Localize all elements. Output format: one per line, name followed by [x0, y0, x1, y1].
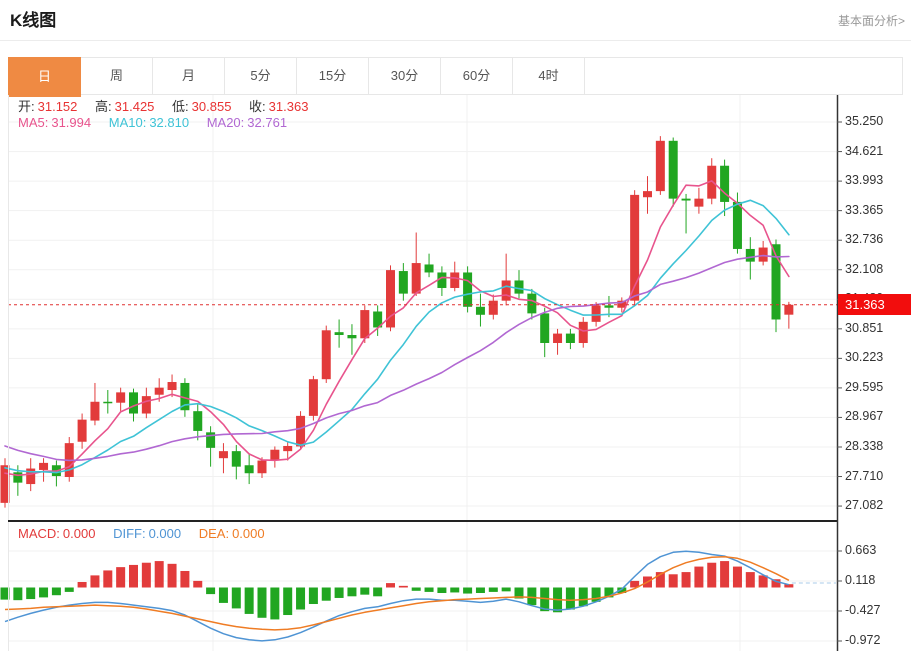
price-axis-label: 34.621 — [845, 143, 884, 158]
price-axis-label: 33.365 — [845, 202, 884, 217]
price-axis-label: 27.082 — [845, 498, 884, 513]
macd-label: MACD: — [18, 526, 60, 541]
header-divider — [0, 40, 911, 41]
low-value: 30.855 — [191, 99, 232, 114]
tab-5min[interactable]: 5分 — [225, 58, 297, 94]
open-label: 开: — [18, 99, 35, 114]
dea-value: 0.000 — [232, 526, 265, 541]
price-axis-label: 27.710 — [845, 468, 884, 483]
ma20-value: 32.761 — [247, 115, 288, 130]
high-value: 31.425 — [114, 99, 155, 114]
kline-chart-surface[interactable] — [0, 95, 911, 651]
macd-axis-label: 0.118 — [845, 573, 876, 587]
tab-30min[interactable]: 30分 — [369, 58, 441, 94]
diff-label: DIFF: — [113, 526, 146, 541]
tab-month[interactable]: 月 — [153, 58, 225, 94]
price-axis-label: 29.595 — [845, 379, 884, 394]
high-label: 高: — [95, 99, 112, 114]
macd-axis-label: 0.663 — [845, 543, 877, 557]
tab-15min[interactable]: 15分 — [297, 58, 369, 94]
ma5-value: 31.994 — [51, 115, 92, 130]
tab-week[interactable]: 周 — [81, 58, 153, 94]
price-axis-label: 32.108 — [845, 261, 884, 276]
price-axis-label: 32.736 — [845, 232, 884, 247]
macd-axis-label: -0.972 — [845, 633, 881, 647]
ma10-value: 32.810 — [149, 115, 190, 130]
tabbar-filler — [585, 58, 902, 94]
page-title: K线图 — [10, 11, 57, 30]
dea-label: DEA: — [198, 526, 230, 541]
tab-day[interactable]: 日 — [8, 57, 81, 97]
close-label: 收: — [249, 99, 266, 114]
low-label: 低: — [172, 99, 189, 114]
macd-value: 0.000 — [62, 526, 96, 541]
price-axis-label: 30.851 — [845, 320, 884, 335]
price-axis-label: 28.967 — [845, 409, 884, 424]
price-axis-label: 35.250 — [845, 114, 884, 128]
diff-value: 0.000 — [148, 526, 182, 541]
tab-60min[interactable]: 60分 — [441, 58, 513, 94]
price-axis-label: 28.338 — [845, 439, 884, 453]
ma10-label: MA10: — [108, 115, 147, 130]
current-price-badge: 31.363 — [838, 294, 911, 316]
ma-legend: MA5: 31.994 MA10: 32.810 MA20: 32.761 — [18, 115, 290, 130]
close-value: 31.363 — [268, 99, 309, 114]
ohlc-legend: 开: 31.152 高: 31.425 低: 30.855 收: 31.363 — [18, 96, 311, 115]
timeframe-tabs: 日周月 5分 15分 30分 60分 4时 — [8, 57, 903, 97]
fundamental-analysis-link[interactable]: 基本面分析> — [837, 14, 905, 28]
open-value: 31.152 — [37, 99, 78, 114]
ma20-label: MA20: — [206, 115, 245, 130]
tab-4hour[interactable]: 4时 — [513, 58, 585, 94]
macd-axis-label: -0.427 — [845, 603, 881, 617]
macd-legend: MACD: 0.000 DIFF: 0.000 DEA: 0.000 — [18, 526, 268, 541]
price-axis-label: 33.993 — [845, 173, 884, 188]
price-axis-label: 30.223 — [845, 350, 884, 365]
ma5-label: MA5: — [18, 115, 49, 130]
